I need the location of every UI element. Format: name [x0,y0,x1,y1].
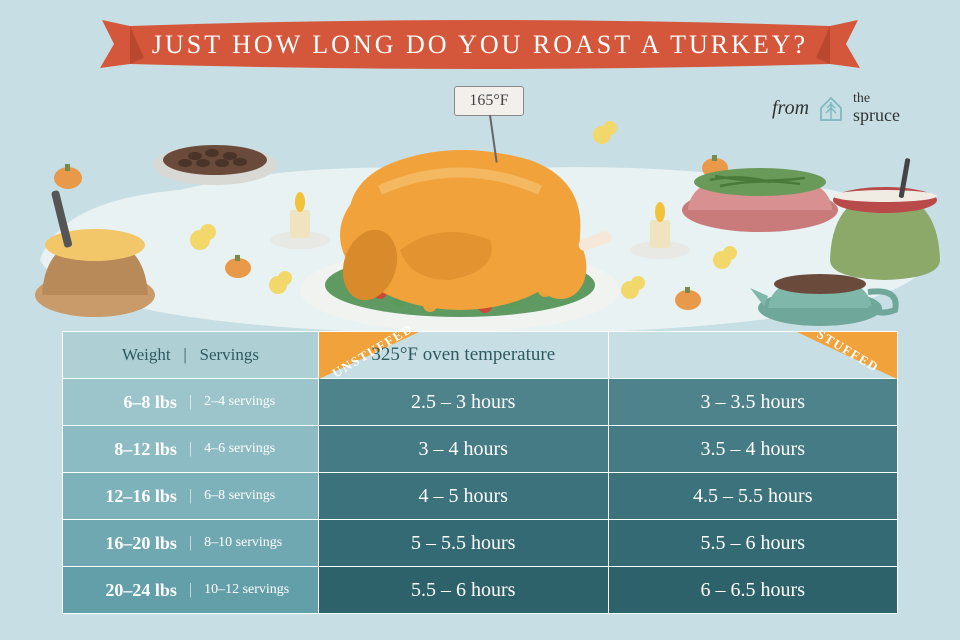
header-temperature: UNSTUFFED 325°F oven temperature [318,332,608,379]
header-weight-servings: Weight | Servings [63,332,319,379]
table-row: 16–20 lbs|8–10 servings 5 – 5.5 hours 5.… [63,520,898,567]
attribution-brand: the spruce [853,92,900,124]
attribution-from: from [772,97,809,120]
table-row: 6–8 lbs|2–4 servings 2.5 – 3 hours 3 – 3… [63,379,898,426]
thermometer-flag: 165°F [454,86,524,116]
banner-title: JUST HOW LONG DO YOU ROAST A TURKEY? [100,18,860,72]
table-row: 20–24 lbs|10–12 servings 5.5 – 6 hours 6… [63,567,898,614]
title-banner: JUST HOW LONG DO YOU ROAST A TURKEY? [100,18,860,72]
header-stuffed: STUFFED [608,332,897,379]
table-row: 12–16 lbs|6–8 servings 4 – 5 hours 4.5 –… [63,473,898,520]
table-row: 8–12 lbs|4–6 servings 3 – 4 hours 3.5 – … [63,426,898,473]
table-header-row: Weight | Servings UNSTUFFED 325°F oven t… [63,332,898,379]
attribution: from the spruce [772,92,900,124]
roasting-table: Weight | Servings UNSTUFFED 325°F oven t… [62,331,898,614]
spruce-logo-icon [817,94,845,122]
